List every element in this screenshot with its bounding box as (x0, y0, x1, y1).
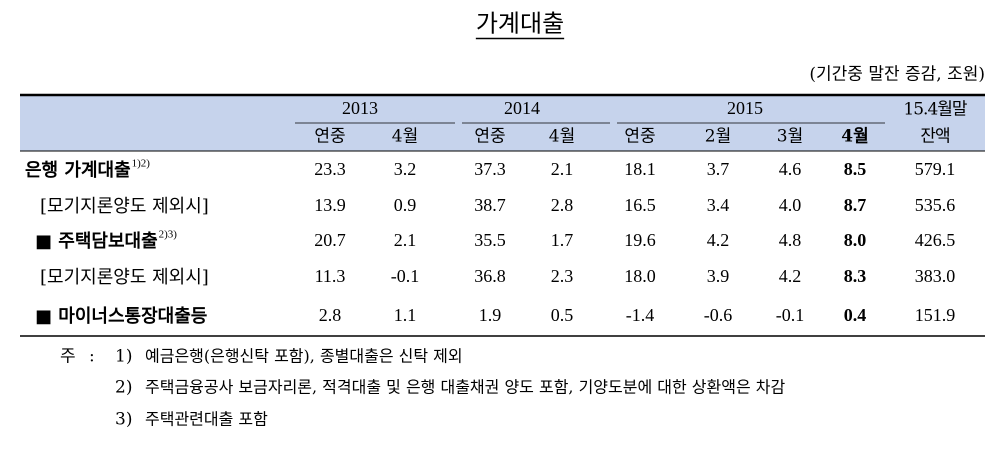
cell: 16.5 (624, 195, 656, 215)
note-marker: 1) (115, 347, 132, 367)
cell: 8.3 (844, 266, 867, 286)
column-header: 4월 (841, 127, 868, 147)
cell: -0.6 (704, 305, 733, 325)
cell: 1.7 (551, 230, 574, 250)
note-marker: 3) (115, 410, 132, 430)
cell: 20.7 (314, 230, 346, 250)
cell: 13.9 (314, 195, 346, 215)
cell: 8.7 (844, 195, 867, 215)
cell: 18.1 (624, 159, 656, 179)
note-marker: 2) (115, 378, 132, 398)
cell: 426.5 (915, 230, 956, 250)
cell: 35.5 (474, 230, 506, 250)
column-header: 연중 (314, 127, 345, 147)
column-header: 2월 (705, 127, 731, 147)
cell: 579.1 (915, 159, 956, 179)
cell: 2.1 (394, 230, 417, 250)
cell: 535.6 (915, 195, 956, 215)
cell: 3.2 (394, 159, 417, 179)
column-header: 3월 (777, 127, 803, 147)
year-header: 2014 (504, 98, 540, 118)
cell: 3.4 (707, 195, 730, 215)
column-header: 연중 (474, 127, 505, 147)
row-label: [모기지론양도 제외시] (40, 196, 209, 217)
cell: 2.1 (551, 159, 574, 179)
balance-header: 잔액 (920, 127, 949, 147)
column-header: 4월 (392, 127, 418, 147)
cell: 18.0 (624, 266, 656, 286)
unit: (기간중 말잔 증감, 조원) (809, 65, 985, 85)
row-note: 2)3) (159, 229, 178, 241)
cell: 8.0 (844, 230, 867, 250)
cell: 37.3 (474, 159, 506, 179)
year-header: 2015 (727, 98, 763, 118)
cell: 151.9 (915, 305, 956, 325)
cell: 23.3 (314, 159, 346, 179)
cell: 38.7 (474, 195, 506, 215)
cell: 11.3 (315, 266, 346, 286)
row-label: ■ 마이너스통장대출등 (35, 306, 207, 327)
notes-label: 주 : (60, 347, 95, 367)
row-note: 1)2) (132, 158, 151, 170)
cell: 8.5 (844, 159, 867, 179)
note-text: 예금은행(은행신탁 포함), 종별대출은 신탁 제외 (145, 347, 463, 366)
cell: 383.0 (915, 266, 956, 286)
cell: -0.1 (391, 266, 420, 286)
cell: 2.8 (551, 195, 574, 215)
row-label: 은행 가계대출 (25, 160, 131, 181)
cell: 2.3 (551, 266, 574, 286)
title: 가계대출 (476, 10, 564, 38)
cell: 4.2 (779, 266, 802, 286)
note-text: 주택금융공사 보금자리론, 적격대출 및 은행 대출채권 양도 포함, 기양도분… (145, 378, 785, 397)
cell: -1.4 (626, 305, 655, 325)
column-header: 4월 (549, 127, 575, 147)
balance-header: 15.4월말 (903, 100, 967, 120)
cell: 19.6 (624, 230, 656, 250)
note-text: 주택관련대출 포함 (145, 410, 268, 429)
cell: 4.2 (707, 230, 730, 250)
cell: 4.6 (779, 159, 802, 179)
cell: 3.7 (707, 159, 730, 179)
cell: -0.1 (776, 305, 805, 325)
cell: 1.1 (394, 305, 417, 325)
cell: 3.9 (707, 266, 730, 286)
cell: 36.8 (474, 266, 506, 286)
cell: 2.8 (319, 305, 342, 325)
cell: 4.0 (779, 195, 802, 215)
cell: 0.9 (394, 195, 417, 215)
column-header: 연중 (624, 127, 655, 147)
row-label: [모기지론양도 제외시] (40, 267, 209, 288)
cell: 4.8 (779, 230, 802, 250)
cell: 0.5 (551, 305, 574, 325)
year-header: 2013 (342, 98, 378, 118)
cell: 1.9 (479, 305, 502, 325)
row-label: ■ 주택담보대출 (35, 231, 158, 252)
cell: 0.4 (844, 305, 867, 325)
